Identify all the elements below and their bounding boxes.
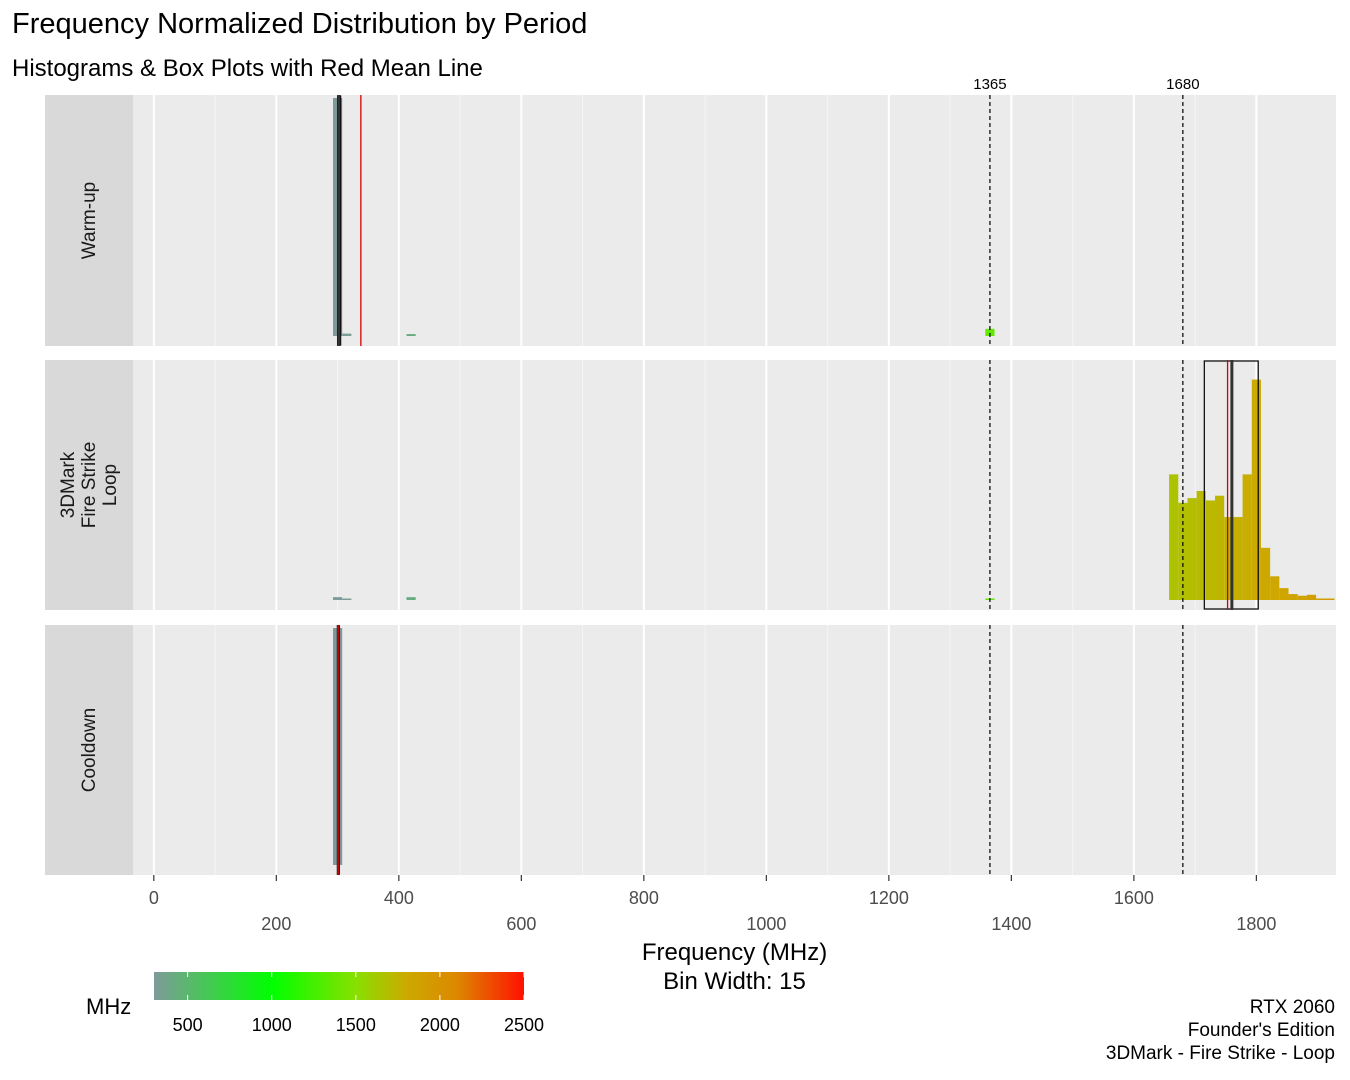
legend-break-label: 1500 <box>336 1015 376 1035</box>
x-tick-label: 0 <box>149 888 159 908</box>
x-tick-label: 1000 <box>746 914 786 934</box>
histogram-bar <box>985 328 995 336</box>
legend-break-label: 2500 <box>504 1015 544 1035</box>
x-axis-title: Frequency (MHz) <box>642 939 827 966</box>
histogram-bar <box>1270 576 1280 600</box>
histogram-bar <box>332 597 343 600</box>
legend-break-label: 500 <box>173 1015 203 1035</box>
histogram-bar <box>342 333 352 336</box>
histogram-bar <box>342 598 352 600</box>
facet-strip <box>45 95 133 346</box>
facet-label: Cooldown <box>79 708 100 793</box>
histogram-bar <box>1288 594 1298 600</box>
chart-subtitle: Histograms & Box Plots with Red Mean Lin… <box>12 55 483 82</box>
x-tick-label: 1800 <box>1236 914 1276 934</box>
histogram-bar <box>406 334 416 336</box>
facet-strip <box>45 360 133 610</box>
caption-line-1: RTX 2060 <box>1249 997 1335 1018</box>
x-tick-label: 600 <box>506 914 536 934</box>
chart-title: Frequency Normalized Distribution by Per… <box>12 8 588 40</box>
panel-background <box>133 625 1336 875</box>
histogram-bar <box>1215 495 1225 600</box>
facet-label: Warm-up <box>79 182 100 259</box>
histogram-bar <box>1325 598 1335 600</box>
panel-background <box>133 360 1336 610</box>
histogram-bar <box>1279 588 1289 600</box>
x-axis-subtitle: Bin Width: 15 <box>663 968 806 995</box>
histogram-bar <box>1297 595 1307 600</box>
histogram-bar <box>1196 490 1206 600</box>
facet-strip <box>45 625 133 875</box>
histogram-bar <box>1169 474 1179 600</box>
caption: RTX 2060 Founder's Edition 3DMark - Fire… <box>1106 996 1335 1065</box>
legend-title: MHz <box>86 994 131 1019</box>
x-tick-label: 200 <box>261 914 291 934</box>
x-tick-label: 400 <box>384 888 414 908</box>
legend-break-label: 2000 <box>420 1015 460 1035</box>
legend-break-label: 1000 <box>252 1015 292 1035</box>
histogram-bar <box>1251 379 1261 600</box>
x-tick-label: 1400 <box>991 914 1031 934</box>
histogram-bar <box>406 597 416 600</box>
histogram-bar <box>1306 594 1317 600</box>
histogram-bar <box>1260 547 1271 600</box>
histogram-bar <box>1187 498 1197 600</box>
histogram-bar <box>1205 500 1216 600</box>
x-tick-label: 800 <box>629 888 659 908</box>
reference-label: 1680 <box>1166 76 1199 93</box>
histogram-bar <box>1242 474 1252 600</box>
x-tick-label: 1200 <box>869 888 909 908</box>
legend-colorbar <box>154 972 524 1000</box>
histogram-bar <box>1224 517 1234 600</box>
reference-label: 1365 <box>973 76 1006 93</box>
facet-label: 3DMarkFire StrikeLoop <box>58 442 121 529</box>
x-tick-label: 1600 <box>1114 888 1154 908</box>
histogram-bar <box>1316 598 1326 600</box>
caption-line-2: Founder's Edition <box>1187 1020 1335 1041</box>
caption-line-3: 3DMark - Fire Strike - Loop <box>1105 1043 1335 1064</box>
panel-background <box>133 95 1336 346</box>
histogram-bar <box>1233 517 1243 600</box>
